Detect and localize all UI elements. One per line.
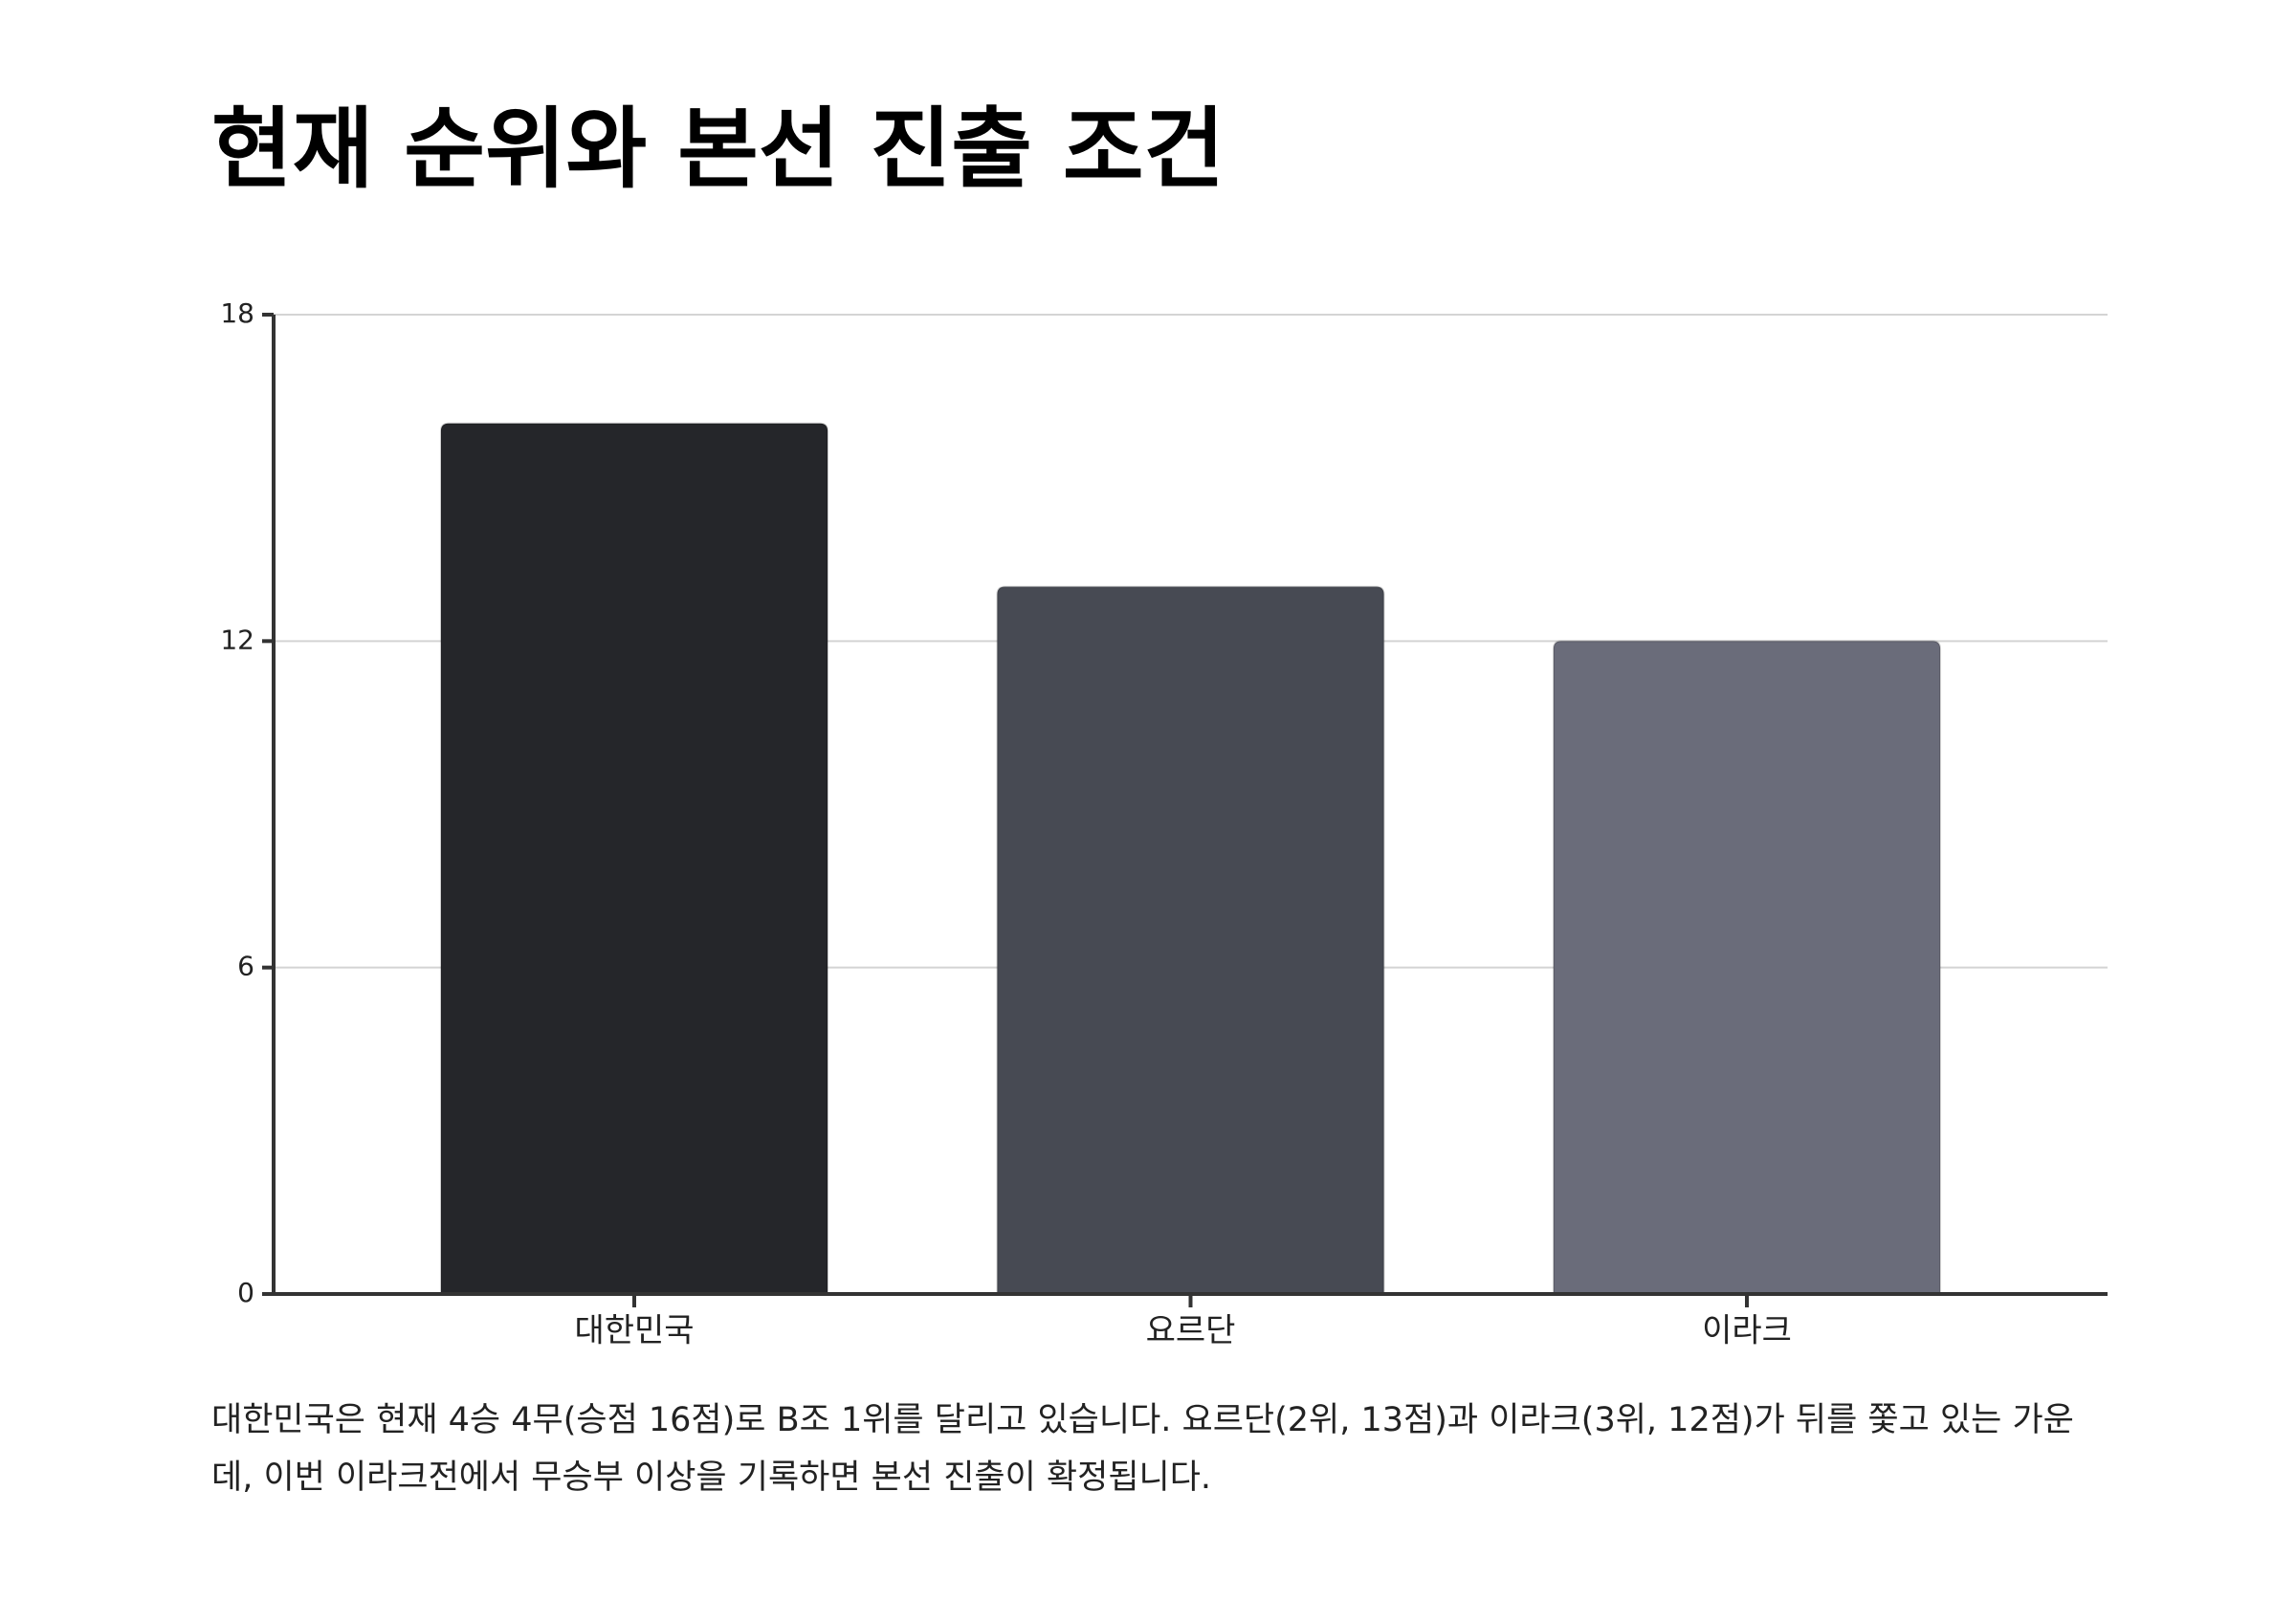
- chart: 현재 순위와 본선 진출 조건 0 6 12 18 대한민국 요르단 이라크: [211, 98, 2108, 1350]
- x-tick-label: 요르단: [1146, 1312, 1236, 1350]
- y-tick-label: 18: [220, 297, 254, 329]
- bar: [439, 422, 829, 1295]
- x-tick-label: 대한민국: [574, 1312, 694, 1350]
- bar: [996, 585, 1385, 1295]
- y-tick-label: 6: [237, 951, 254, 982]
- bar: [1552, 640, 1942, 1295]
- x-tick-label: 이라크: [1702, 1312, 1792, 1350]
- chart-caption: 대한민국은 현재 4승 4무(승점 16점)로 B조 1위를 달리고 있습니다.…: [211, 1401, 2074, 1497]
- chart-title: 현재 순위와 본선 진출 조건: [211, 98, 1225, 200]
- y-tick-label: 12: [220, 624, 254, 655]
- y-tick-label: 0: [237, 1277, 254, 1308]
